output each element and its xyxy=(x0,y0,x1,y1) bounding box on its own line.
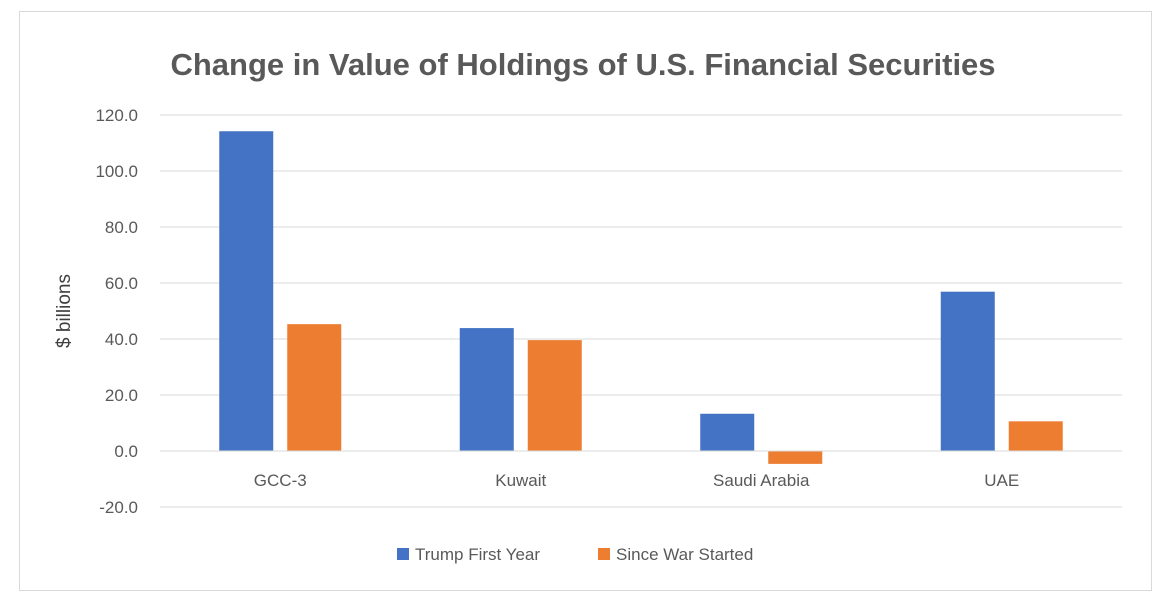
legend-swatch xyxy=(598,548,610,560)
bar-since-war-started xyxy=(527,340,582,451)
y-tick-label: 40.0 xyxy=(105,330,138,349)
bar-since-war-started xyxy=(768,451,823,464)
y-axis-label: $ billions xyxy=(54,274,75,348)
x-tick-label: UAE xyxy=(984,471,1019,490)
y-tick-label: -20.0 xyxy=(99,498,138,517)
chart-title: Change in Value of Holdings of U.S. Fina… xyxy=(170,47,995,82)
bar-since-war-started xyxy=(1008,421,1063,451)
x-tick-label: Kuwait xyxy=(495,471,546,490)
bar-trump-first-year xyxy=(700,413,755,451)
bar-since-war-started xyxy=(287,324,342,451)
bars xyxy=(219,131,1063,464)
bar-trump-first-year xyxy=(940,291,995,451)
y-tick-label: 20.0 xyxy=(105,386,138,405)
bar-trump-first-year xyxy=(459,328,514,451)
bar-trump-first-year xyxy=(219,131,274,452)
legend: Trump First Year Since War Started xyxy=(397,545,753,564)
legend-label: Trump First Year xyxy=(415,545,540,564)
x-tick-label: Saudi Arabia xyxy=(713,471,810,490)
y-tick-label: 0.0 xyxy=(114,442,138,461)
x-axis-ticks: GCC-3 Kuwait Saudi Arabia UAE xyxy=(254,471,1019,490)
y-tick-label: 100.0 xyxy=(95,162,138,181)
y-tick-label: 60.0 xyxy=(105,274,138,293)
legend-label: Since War Started xyxy=(616,545,753,564)
y-axis-ticks: 120.0 100.0 80.0 60.0 40.0 20.0 0.0 -20.0 xyxy=(95,106,138,517)
x-tick-label: GCC-3 xyxy=(254,471,307,490)
y-tick-label: 80.0 xyxy=(105,218,138,237)
y-tick-label: 120.0 xyxy=(95,106,138,125)
legend-swatch xyxy=(397,548,409,560)
